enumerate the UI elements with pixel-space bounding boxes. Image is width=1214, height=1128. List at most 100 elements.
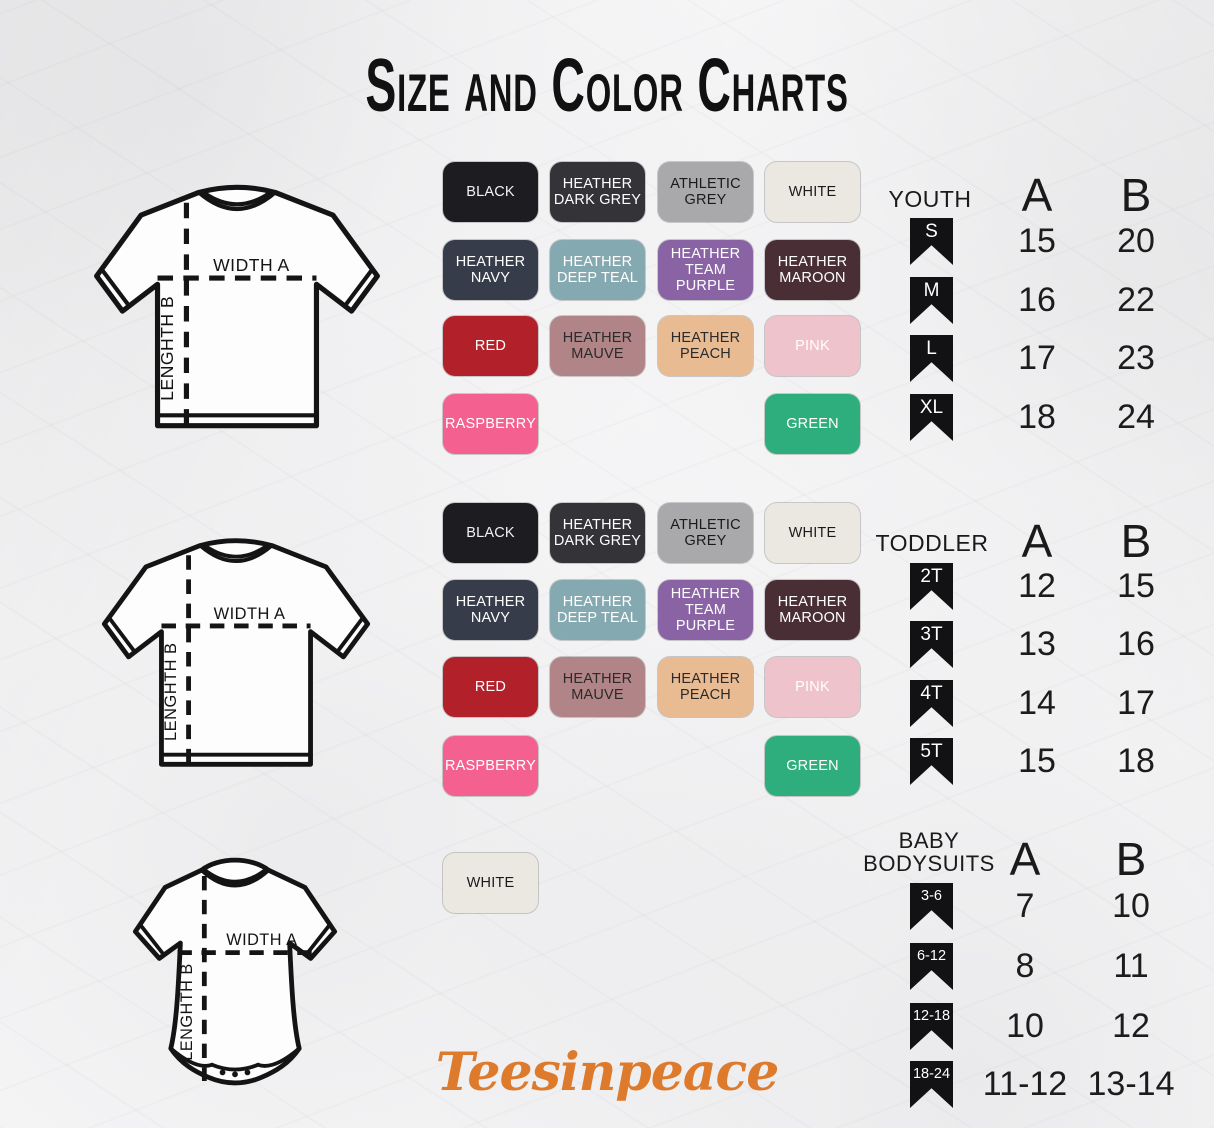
toddler-tee-diagram: WIDTH A LENGHTH B [101,538,371,767]
color-swatch-black: BLACK [443,503,538,563]
value-b: 16 [1117,625,1155,663]
swatch-label: RASPBERRY [445,415,536,432]
swatch-label: HEATHER NAVY [455,593,526,626]
swatch-label: RED [474,678,507,695]
swatch-label: PINK [795,678,830,695]
swatch-label: HEATHER MAROON [777,253,848,286]
value-b: 22 [1117,281,1155,319]
swatch-label: HEATHER PEACH [670,670,741,703]
swatch-label: ATHLETIC GREY [670,175,741,208]
value-a: 13 [1018,625,1056,663]
size-badge-label: 18-24 [912,1066,951,1082]
color-swatch-pink: PINK [765,657,860,717]
color-swatch-heather-mauve: HEATHER MAUVE [550,316,645,376]
value-a: 12 [1018,567,1056,605]
column-header-b: B [1115,833,1147,885]
value-a: 14 [1018,684,1056,722]
color-swatch-heather-maroon: HEATHER MAROON [765,240,860,300]
color-swatch-raspberry: RASPBERRY [443,394,538,454]
swatch-label: WHITE [466,874,515,891]
size-badge-label: 4T [920,683,943,704]
value-a: 15 [1018,222,1056,260]
size-badge-label: L [926,338,937,359]
swatch-label: HEATHER MAUVE [562,329,633,362]
value-a: 10 [1006,1007,1044,1045]
swatch-label: HEATHER DEEP TEAL [556,253,639,286]
value-b: 20 [1117,222,1155,260]
value-b: 18 [1117,742,1155,780]
color-swatch-red: RED [443,316,538,376]
size-badge-label: M [923,280,940,301]
swatch-label: HEATHER DARK GREY [553,175,642,208]
baby-table-title-line1: BABY [898,828,960,853]
value-a: 18 [1018,398,1056,436]
length-label: LENGHTH B [178,963,196,1060]
swatch-label: HEATHER TEAM PURPLE [670,585,741,635]
value-b: 17 [1117,684,1155,722]
swatch-label: RED [474,337,507,354]
column-header-b: B [1120,515,1152,567]
size-badge-xl: XL [910,394,953,441]
size-badge-5t: 5T [910,738,953,785]
toddler-table-title: TODDLER [875,530,989,556]
size-badge-12-18: 12-18 [910,1003,953,1050]
width-label: WIDTH A [214,605,286,623]
swatch-label: RASPBERRY [445,757,536,774]
length-label: LENGHTH B [157,296,177,401]
color-swatch-white: WHITE [443,853,538,913]
baby-bodysuit-diagram: WIDTH A LENGHTH B [132,857,338,1086]
size-badge-6-12: 6-12 [910,943,953,990]
color-swatch-white: WHITE [765,162,860,222]
size-badge-label: XL [919,397,944,418]
color-swatch-green: GREEN [765,394,860,454]
size-badge-2t: 2T [910,563,953,610]
swatch-label: HEATHER DEEP TEAL [556,593,639,626]
size-badge-label: 12-18 [912,1008,951,1024]
value-a: 15 [1018,742,1056,780]
page-title-text: Size and Color Charts [365,43,849,128]
column-header-a: A [1021,169,1053,221]
color-swatch-heather-deep-teal: HEATHER DEEP TEAL [550,580,645,640]
value-a: 8 [1015,947,1035,985]
value-b: 12 [1112,1007,1150,1045]
size-badge-m: M [910,277,953,324]
swatch-label: GREEN [786,415,839,432]
value-b: 10 [1112,887,1150,925]
color-swatch-heather-maroon: HEATHER MAROON [765,580,860,640]
color-swatch-heather-team-purple: HEATHER TEAM PURPLE [658,580,753,640]
color-swatch-heather-dark-grey: HEATHER DARK GREY [550,162,645,222]
size-badge-3-6: 3-6 [910,883,953,930]
color-swatch-heather-team-purple: HEATHER TEAM PURPLE [658,240,753,300]
swatch-label: HEATHER DARK GREY [553,516,642,549]
width-label: WIDTH A [226,931,297,949]
color-swatch-red: RED [443,657,538,717]
column-header-a: A [1021,515,1053,567]
color-swatch-athletic-grey: ATHLETIC GREY [658,503,753,563]
size-badge-3t: 3T [910,621,953,668]
swatch-label: BLACK [466,524,515,541]
swatch-label: ATHLETIC GREY [670,516,741,549]
color-swatch-heather-dark-grey: HEATHER DARK GREY [550,503,645,563]
width-label: WIDTH A [213,255,290,275]
color-swatch-pink: PINK [765,316,860,376]
youth-table-title: YOUTH [888,186,972,212]
column-header-b: B [1120,169,1152,221]
value-b: 23 [1117,339,1155,377]
swatch-label: WHITE [788,183,837,200]
size-badge-l: L [910,335,953,382]
swatch-label: PINK [795,337,830,354]
color-swatch-green: GREEN [765,736,860,796]
swatch-label: HEATHER NAVY [455,253,526,286]
size-badge-label: 3T [920,624,943,645]
color-swatch-heather-navy: HEATHER NAVY [443,580,538,640]
baby-table-title-line2: BODYSUITS [863,851,995,876]
value-b: 11 [1113,947,1149,985]
value-a: 16 [1018,281,1056,319]
length-label: LENGHTH B [162,643,180,741]
size-badge-4t: 4T [910,680,953,727]
swatch-label: HEATHER MAROON [777,593,848,626]
value-a: 7 [1015,887,1035,925]
size-badge-label: 5T [920,741,943,762]
youth-tee-diagram: WIDTH A LENGHTH B [94,184,380,429]
